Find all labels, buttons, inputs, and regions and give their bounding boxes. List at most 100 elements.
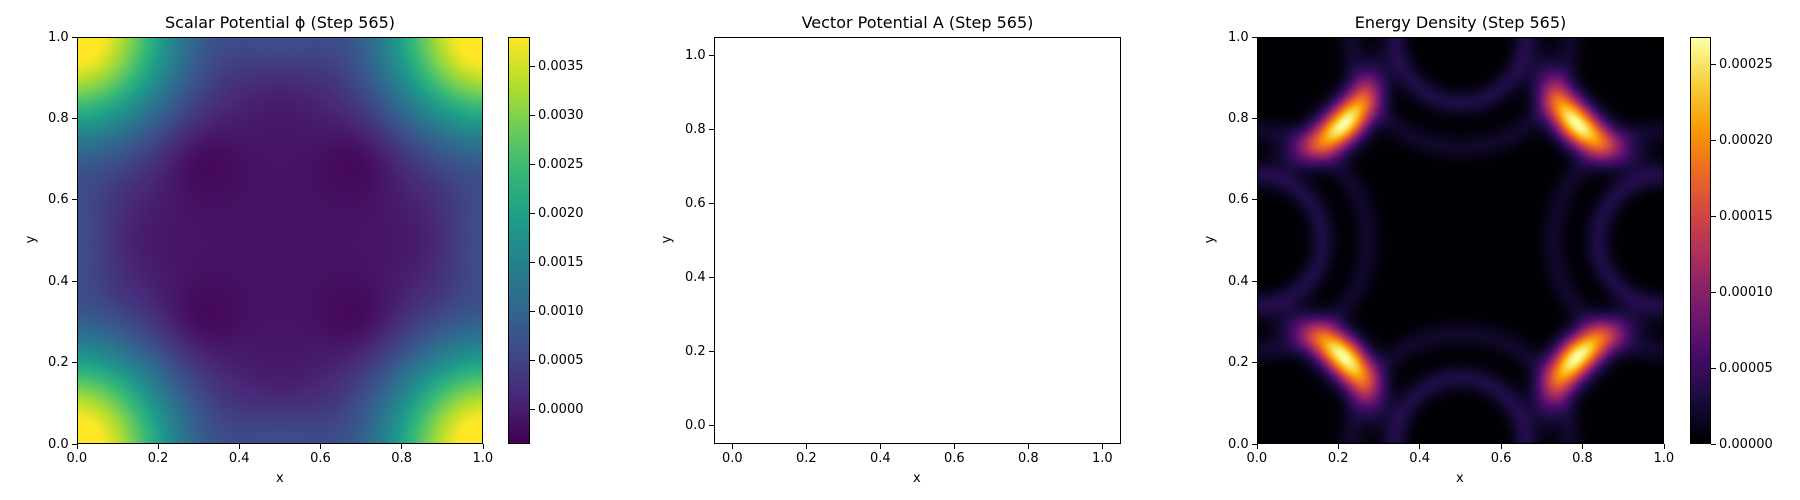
energy-density-colorbar-tick (1711, 367, 1716, 369)
energy-density-x-tick-label: 0.8 (1572, 450, 1593, 466)
vector-potential-xlabel: x (913, 471, 921, 486)
scalar-potential-y-tick-label: 0.8 (48, 110, 69, 126)
scalar-potential-x-tick (482, 444, 484, 449)
energy-density-colorbar-tick-label: 0.00000 (1719, 436, 1773, 452)
scalar-potential-colorbar (508, 37, 530, 444)
scalar-potential-colorbar-tick (530, 114, 535, 116)
energy-density-ylabel: y (1202, 235, 1218, 244)
scalar-potential-xlabel: x (276, 471, 284, 486)
scalar-potential-colorbar-tick (530, 163, 535, 165)
energy-density-x-tick-label: 0.4 (1409, 450, 1430, 466)
vector-potential-y-tick-label: 0.2 (685, 344, 706, 359)
energy-density-y-tick-label: 0.8 (1228, 110, 1249, 126)
scalar-potential-x-tick (76, 444, 78, 449)
vector-potential-y-tick (709, 203, 714, 204)
energy-density-colorbar (1690, 37, 1711, 444)
scalar-potential-colorbar-tick-label: 0.0005 (538, 353, 584, 369)
vector-potential-x-tick-label: 0.2 (796, 450, 817, 466)
energy-density-x-tick-label: 0.0 (1246, 450, 1268, 466)
energy-density-y-tick-label: 0.0 (1228, 436, 1249, 452)
scalar-potential-y-tick (72, 199, 77, 201)
scalar-potential-x-tick-label: 0.0 (66, 450, 88, 466)
vector-potential-y-tick-label: 0.0 (685, 418, 706, 433)
energy-density-title: Energy Density (Step 565) (1354, 13, 1567, 32)
scalar-potential-colorbar-tick-label: 0.0020 (538, 206, 584, 222)
vector-potential-x-tick-label: 0.0 (722, 450, 743, 466)
energy-density-colorbar-tick (1711, 291, 1716, 293)
scalar-potential-y-tick (72, 36, 77, 38)
vector-potential-x-tick-label: 0.4 (870, 450, 891, 466)
vector-potential-x-tick (954, 444, 955, 449)
energy-density-y-tick-label: 0.2 (1228, 355, 1249, 371)
energy-density-x-tick (1663, 444, 1665, 449)
vector-potential-title: Vector Potential A (Step 565) (801, 13, 1034, 32)
energy-density-xlabel: x (1456, 471, 1464, 486)
scalar-potential-y-tick-label: 0.0 (48, 436, 69, 452)
energy-density-x-tick (1419, 444, 1421, 449)
energy-density-x-tick-label: 0.2 (1327, 450, 1349, 466)
energy-density-colorbar-tick-label: 0.00025 (1719, 56, 1773, 72)
energy-density-colorbar-tick-label: 0.00015 (1719, 208, 1773, 224)
energy-density-colorbar-tick-label: 0.00005 (1719, 360, 1773, 376)
scalar-potential-colorbar-tick-label: 0.0025 (538, 156, 584, 172)
vector-potential-plot-area (714, 37, 1121, 444)
energy-density-colorbar-tick-label: 0.00010 (1719, 284, 1773, 300)
scalar-potential-x-tick (238, 444, 240, 449)
scalar-potential-y-tick (72, 443, 77, 445)
scalar-potential-ylabel: y (23, 235, 39, 244)
energy-density-y-tick (1252, 280, 1257, 282)
scalar-potential-y-tick (72, 280, 77, 282)
energy-density-y-tick-label: 1.0 (1228, 29, 1249, 45)
scalar-potential-colorbar-tick-label: 0.0000 (538, 402, 584, 418)
energy-density-colorbar-tick (1711, 215, 1716, 217)
scalar-potential-x-tick-label: 0.6 (310, 450, 331, 466)
energy-density-y-tick (1252, 117, 1257, 119)
scalar-potential-title: Scalar Potential ϕ (Step 565) (164, 13, 396, 32)
vector-potential-y-tick-label: 0.8 (685, 122, 706, 137)
vector-potential-x-tick (806, 444, 807, 449)
energy-density-y-tick (1252, 199, 1257, 201)
energy-density-y-tick (1252, 36, 1257, 38)
vector-potential-y-tick (709, 55, 714, 56)
energy-density-colorbar-tick (1711, 63, 1716, 65)
vector-potential-y-tick (709, 425, 714, 426)
scalar-potential-x-tick (320, 444, 322, 449)
vector-potential-y-tick-label: 1.0 (685, 48, 706, 63)
vector-potential-y-tick-label: 0.4 (685, 270, 706, 285)
scalar-potential-y-tick (72, 362, 77, 364)
energy-density-colorbar-tick (1711, 443, 1716, 445)
scalar-potential-colorbar-tick-label: 0.0010 (538, 304, 584, 320)
energy-density-x-tick (1337, 444, 1339, 449)
energy-density-y-tick-label: 0.4 (1228, 273, 1249, 289)
energy-density-x-tick (1582, 444, 1584, 449)
scalar-potential-colorbar-tick (530, 262, 535, 264)
scalar-potential-y-tick-label: 1.0 (48, 29, 69, 45)
energy-density-y-tick (1252, 362, 1257, 364)
vector-potential-x-tick (1102, 444, 1103, 449)
scalar-potential-y-tick-label: 0.2 (48, 355, 69, 371)
vector-potential-y-tick (709, 277, 714, 278)
vector-potential-y-tick (709, 129, 714, 130)
scalar-potential-colorbar-tick (530, 409, 535, 411)
energy-density-y-tick (1252, 443, 1257, 445)
scalar-potential-colorbar-tick-label: 0.0030 (538, 107, 584, 123)
vector-potential-ylabel: y (659, 235, 675, 244)
scalar-potential-heatmap (77, 37, 483, 444)
scalar-potential-y-tick-label: 0.6 (48, 192, 69, 208)
scalar-potential-x-tick-label: 0.4 (228, 450, 250, 466)
vector-potential-y-tick-label: 0.6 (685, 196, 706, 211)
energy-density-colorbar-tick-label: 0.00020 (1719, 132, 1773, 148)
vector-potential-x-tick (1028, 444, 1029, 449)
energy-density-x-tick-label: 0.6 (1490, 450, 1512, 466)
scalar-potential-x-tick-label: 0.8 (391, 450, 412, 466)
vector-potential-x-tick-label: 0.6 (944, 450, 965, 466)
scalar-potential-colorbar-tick (530, 213, 535, 215)
scalar-potential-colorbar-tick (530, 311, 535, 313)
vector-potential-x-tick (880, 444, 881, 449)
vector-potential-x-tick-label: 1.0 (1092, 450, 1113, 466)
energy-density-x-tick (1256, 444, 1258, 449)
scalar-potential-colorbar-tick (530, 360, 535, 362)
vector-potential-x-tick-label: 0.8 (1018, 450, 1039, 466)
scalar-potential-colorbar-tick-label: 0.0035 (538, 58, 584, 74)
vector-potential-x-tick (732, 444, 733, 449)
